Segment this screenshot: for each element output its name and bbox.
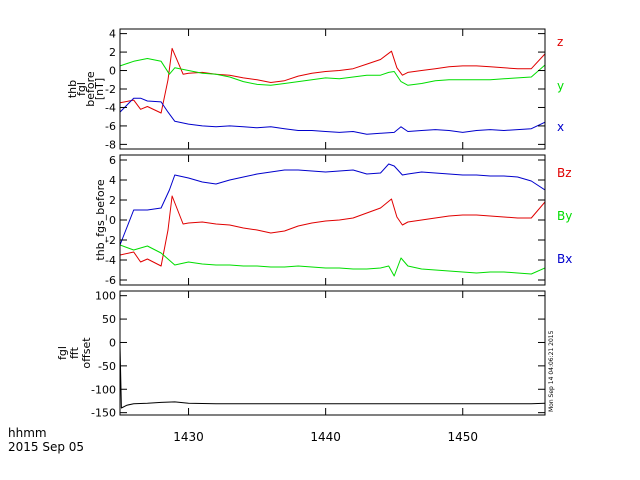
series-line-offset (120, 344, 545, 409)
y-axis-label-line: fgl (56, 346, 69, 360)
y-tick-label: -150 (91, 407, 116, 420)
legend-label-x: x (557, 120, 564, 134)
x-tick-label: 1440 (310, 430, 341, 444)
time-axis: 1430 1440 1450 (173, 430, 478, 444)
y-tick-label: -50 (98, 360, 116, 373)
y-tick-label: -4 (105, 254, 116, 267)
x-tick-label: 1450 (447, 430, 478, 444)
y-tick-label: 50 (102, 313, 116, 326)
y-tick-label: -4 (105, 101, 116, 114)
panel-2-ylabel: thb_fgs_before (94, 179, 107, 260)
y-axis-label-line: thb (66, 80, 79, 98)
y-tick-label: 0 (109, 214, 116, 227)
series-line-bx (120, 163, 545, 246)
legend-label-y: y (557, 79, 564, 93)
panel-3-ylabel: fgl fft offset (56, 337, 93, 369)
panel-2-lines (120, 163, 545, 277)
legend-label-by: By (557, 209, 572, 223)
panel-1-ticks: -8 -6 -4 -2 0 2 4 (105, 28, 545, 151)
y-axis-label-line: [nT] (93, 78, 106, 100)
y-tick-label: 100 (95, 290, 116, 303)
y-axis-label-line: offset (80, 337, 93, 369)
y-tick-label: -6 (105, 120, 116, 133)
y-tick-label: 0 (109, 65, 116, 78)
panel-1-frame (119, 28, 546, 150)
y-tick-label: -8 (105, 138, 116, 151)
y-tick-label: 2 (109, 46, 116, 59)
panel-1-legend: z y x (557, 35, 564, 134)
panel-3-ticks: -150 -100 -50 0 50 100 (91, 290, 545, 420)
panel-fgs-before: -6 -4 -2 0 2 4 6 thb_fgs_before Bz By Bx (94, 154, 572, 287)
y-tick-label: 0 (109, 336, 116, 349)
y-tick-label: -6 (105, 274, 116, 287)
y-tick-label: -2 (105, 234, 116, 247)
y-tick-label: -100 (91, 383, 116, 396)
y-tick-label: 6 (109, 154, 116, 167)
series-line-x (120, 97, 545, 135)
series-line-bz (120, 195, 545, 267)
panel-fft-offset: -150 -100 -50 0 50 100 fgl fft offset (56, 290, 546, 420)
series-line-by (120, 244, 545, 277)
panel-1-lines (120, 47, 545, 135)
legend-label-bx: Bx (557, 252, 572, 266)
x-tick-label: 1430 (173, 430, 204, 444)
footer-time-format: hhmm (8, 426, 47, 440)
panel-3-lines (120, 344, 545, 409)
panel-3-frame (119, 290, 546, 416)
series-line-z (120, 47, 545, 114)
y-axis-label-line: fgl (75, 82, 88, 96)
y-tick-label: 2 (109, 194, 116, 207)
y-axis-label-line: before (84, 71, 97, 107)
y-tick-label: -2 (105, 83, 116, 96)
panel-2-ticks: -6 -4 -2 0 2 4 6 (105, 154, 545, 287)
legend-label-z: z (557, 35, 563, 49)
creation-timestamp: Mon Sep 14 04:06:21 2015 (548, 330, 555, 412)
legend-label-bz: Bz (557, 166, 572, 180)
panel-2-legend: Bz By Bx (557, 166, 572, 266)
series-line-y (120, 58, 545, 86)
y-axis-label-line: fft (68, 346, 81, 359)
y-axis-label-line: thb_fgs_before (94, 179, 107, 260)
footer-date: 2015 Sep 05 (8, 440, 84, 454)
y-tick-label: 4 (109, 174, 116, 187)
y-tick-label: 4 (109, 28, 116, 41)
